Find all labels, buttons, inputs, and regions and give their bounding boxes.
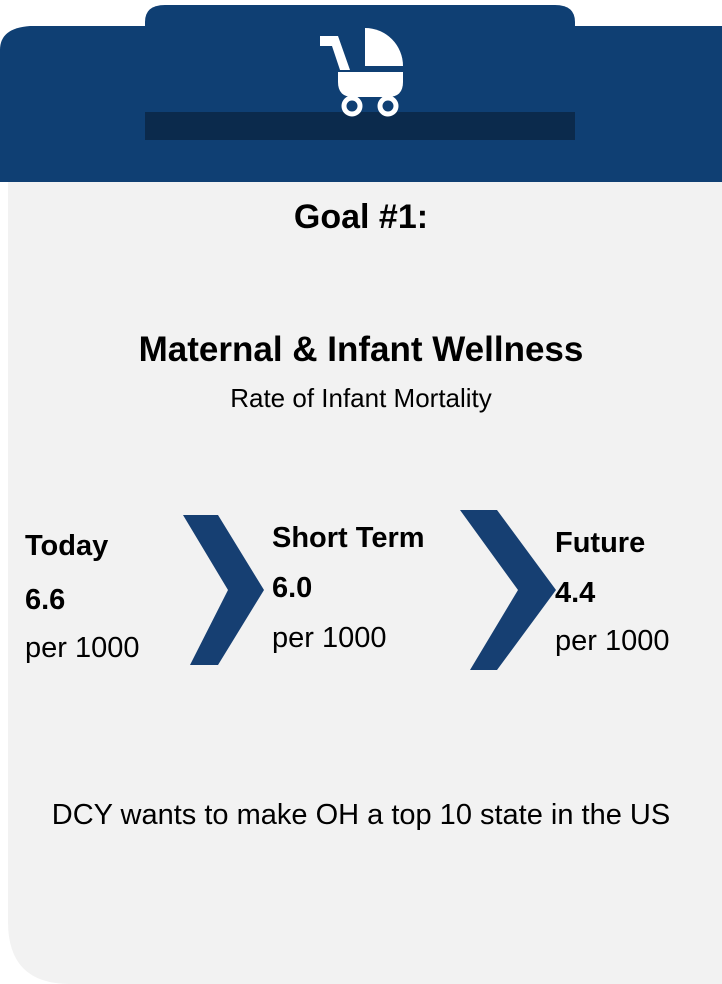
stage-label: Future: [555, 527, 646, 559]
stage-value: 4.4: [555, 577, 596, 609]
stage-unit: per 1000: [25, 632, 140, 664]
tab-band: [145, 112, 575, 140]
goal-title: Maternal & Infant Wellness: [138, 330, 584, 369]
stage-label: Short Term: [272, 522, 425, 554]
card-body: [8, 182, 722, 984]
goal-number: Goal #1:: [293, 198, 429, 236]
chevron: [460, 510, 556, 670]
stage-unit: per 1000: [272, 622, 387, 654]
stroller-icon: [320, 28, 403, 117]
stage-value: 6.6: [25, 584, 66, 616]
chevron: [183, 515, 264, 665]
stage-label: Today: [25, 530, 109, 562]
goal-subtitle: Rate of Infant Mortality: [230, 383, 492, 413]
stage-unit: per 1000: [555, 625, 670, 657]
stage-value: 6.0: [272, 572, 313, 604]
footer-note: DCY wants to make OH a top 10 state in t…: [51, 799, 671, 831]
